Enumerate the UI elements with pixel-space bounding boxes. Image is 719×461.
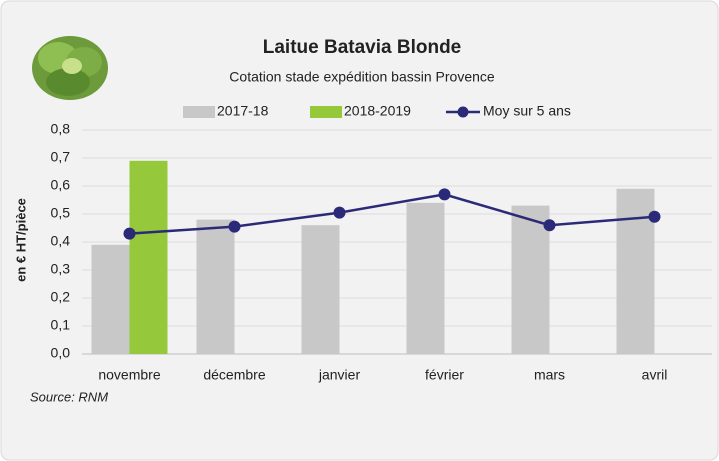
y-tick-label: 0,8 xyxy=(51,121,71,137)
bar xyxy=(129,160,168,354)
bar xyxy=(616,188,655,354)
line-point xyxy=(333,206,346,219)
x-tick-label: février xyxy=(425,367,464,383)
y-tick-label: 0,7 xyxy=(51,149,71,165)
line-point xyxy=(648,210,661,223)
y-tick-label: 0,0 xyxy=(51,345,71,361)
legend-label: 2018-2019 xyxy=(344,103,411,119)
bar xyxy=(196,219,235,354)
y-tick-label: 0,6 xyxy=(51,177,71,193)
x-tick-label: janvier xyxy=(318,367,361,383)
x-tick-label: novembre xyxy=(98,367,160,383)
x-tick-label: mars xyxy=(534,367,565,383)
y-tick-label: 0,3 xyxy=(51,261,71,277)
source: Source: RNM xyxy=(30,389,108,404)
bar xyxy=(511,205,550,354)
y-tick-label: 0,2 xyxy=(51,289,71,305)
line-point xyxy=(438,188,451,201)
bar xyxy=(91,244,130,354)
legend-swatch xyxy=(183,106,215,118)
bar xyxy=(301,225,340,354)
lettuce-icon xyxy=(32,36,108,100)
line-point xyxy=(228,220,241,233)
legend-swatch xyxy=(310,106,342,118)
y-tick-label: 0,1 xyxy=(51,317,71,333)
bar xyxy=(406,202,445,354)
legend-swatch xyxy=(457,106,469,118)
x-tick-label: décembre xyxy=(203,367,265,383)
y-tick-label: 0,4 xyxy=(51,233,71,249)
x-tick-label: avril xyxy=(642,367,668,383)
line-point xyxy=(543,219,556,232)
line xyxy=(129,193,655,235)
legend-label: Moy sur 5 ans xyxy=(483,103,571,119)
line-point xyxy=(123,227,136,240)
chart-title: Laitue Batavia Blonde xyxy=(263,37,462,58)
y-tick-label: 0,5 xyxy=(51,205,71,221)
chart-subtitle: Cotation stade expédition bassin Provenc… xyxy=(229,69,495,85)
y-axis-label: en € HT/pièce xyxy=(13,198,28,282)
legend-label: 2017-18 xyxy=(217,103,269,119)
